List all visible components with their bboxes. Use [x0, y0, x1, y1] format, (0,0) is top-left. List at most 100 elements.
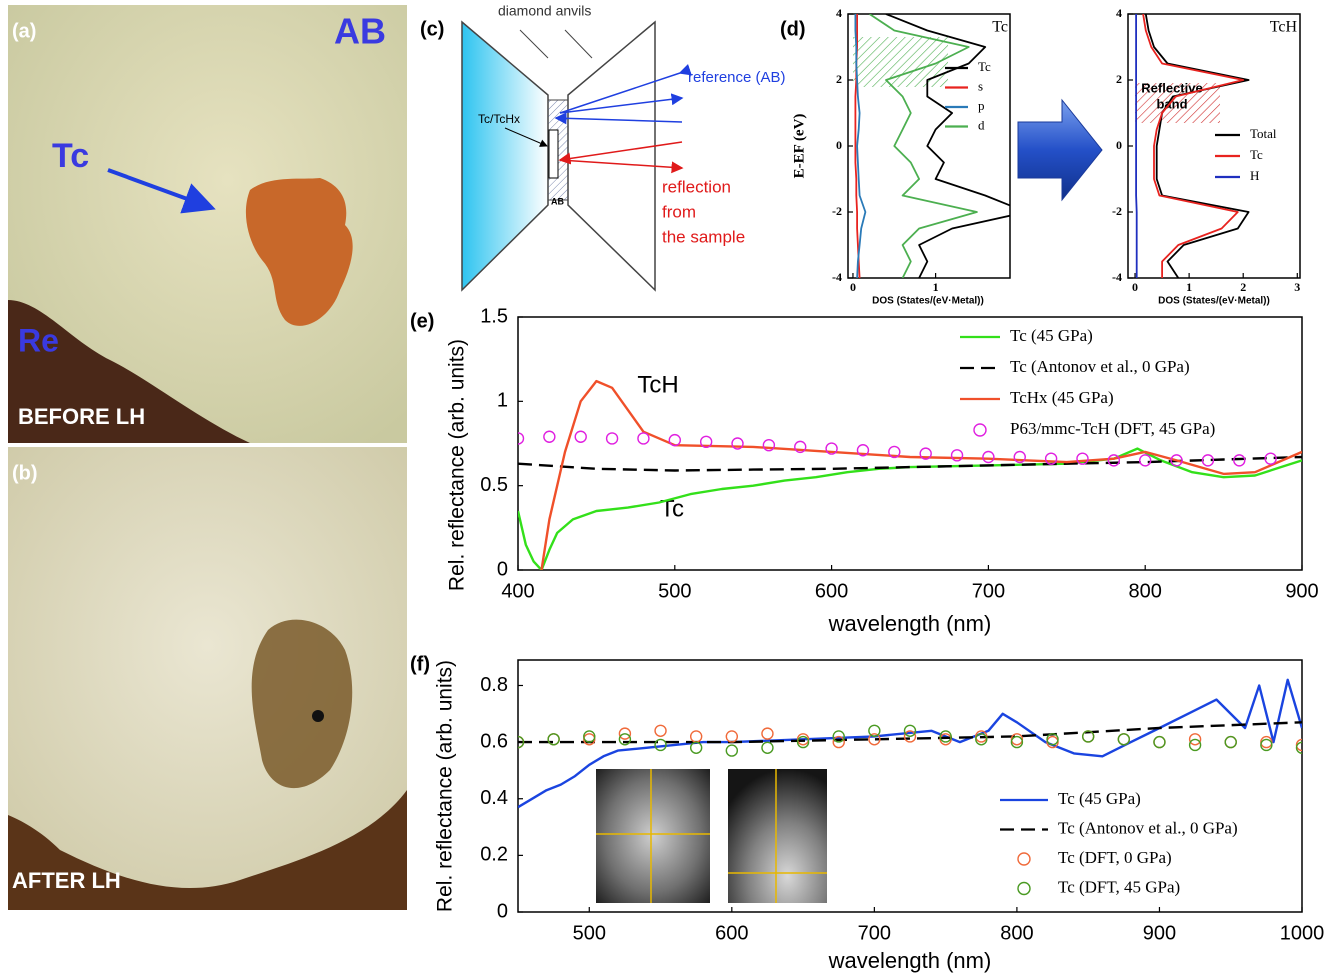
chart-title: Tc — [992, 19, 1008, 36]
figure: (a) AB Tc Re BEFORE LH (b) AFTER LH (c) … — [0, 0, 1340, 977]
x-tick-label: 600 — [715, 922, 748, 944]
series-line — [518, 449, 1302, 570]
y-axis-label: Rel. reflectance (arb. units) — [446, 339, 469, 591]
panel-label: (c) — [420, 18, 444, 40]
y-axis-label: Rel. reflectance (arb. units) — [434, 660, 457, 912]
legend-label: Total — [1250, 126, 1277, 141]
hatched-band — [853, 37, 948, 87]
data-point — [726, 731, 737, 742]
y-tick-label: 0.8 — [480, 674, 508, 696]
legend-label: Tc — [978, 59, 991, 74]
caption: BEFORE LH — [18, 404, 145, 429]
data-point — [1108, 455, 1119, 466]
data-point — [1118, 734, 1129, 745]
x-tick-label: 500 — [573, 922, 606, 944]
data-point — [638, 433, 649, 444]
x-axis-label: DOS (States/(eV·Metal)) — [872, 296, 984, 307]
data-point — [869, 725, 880, 736]
x-tick-label: 900 — [1143, 922, 1176, 944]
y-tick-label: -4 — [1112, 270, 1122, 284]
diagram-c: (c) diamond anvils reference (AB) Tc/TcH… — [420, 3, 786, 290]
data-point — [548, 734, 559, 745]
panel-label: (d) — [780, 18, 806, 40]
label-tc: Tc — [52, 137, 89, 175]
legend-label: Tc (Antonov et al., 0 GPa) — [1058, 818, 1238, 837]
reflection-label: the sample — [662, 227, 745, 246]
plot-area — [1136, 14, 1249, 278]
data-point — [726, 745, 737, 756]
annotation: Reflective — [1141, 80, 1202, 95]
data-point — [1225, 737, 1236, 748]
data-point — [607, 433, 618, 444]
y-tick-label: 1.5 — [480, 305, 508, 327]
y-tick-label: 0.6 — [480, 730, 508, 752]
anvils-label: diamond anvils — [498, 3, 591, 19]
series-line — [1143, 14, 1243, 278]
chart: 0123-4-2024DOS (States/(eV·Metal))TcHRef… — [1112, 6, 1300, 307]
data-point — [575, 431, 586, 442]
x-tick-label: 700 — [858, 922, 891, 944]
y-tick-label: 1 — [497, 390, 508, 412]
y-tick-label: 0.2 — [480, 844, 508, 866]
series-line — [1136, 14, 1137, 278]
y-tick-label: -2 — [1112, 204, 1122, 218]
legend-marker — [1018, 883, 1030, 895]
legend-label: Tc (Antonov et al., 0 GPa) — [1010, 357, 1190, 376]
data-point — [1140, 455, 1151, 466]
reference-label: reference (AB) — [688, 69, 786, 86]
legend-label: H — [1250, 168, 1259, 183]
annotation: TcH — [637, 371, 678, 398]
big-arrow — [1018, 100, 1102, 200]
reflection-label: from — [662, 202, 696, 221]
y-tick-label: 2 — [836, 72, 842, 86]
legend-marker — [974, 424, 986, 436]
data-point — [584, 731, 595, 742]
data-point — [983, 451, 994, 462]
y-tick-label: 0 — [1116, 138, 1122, 152]
x-axis-label: DOS (States/(eV·Metal)) — [1158, 296, 1270, 307]
reflection-label: reflection — [662, 177, 731, 196]
photo-b: (b) AFTER LH — [8, 447, 407, 910]
legend-label: Tc (DFT, 0 GPa) — [1058, 848, 1172, 867]
data-point — [1261, 739, 1272, 750]
gasket-label: AB — [551, 196, 564, 206]
x-tick-label: 400 — [501, 580, 534, 602]
legend-label: TcHx (45 GPa) — [1010, 388, 1114, 407]
x-tick-label: 800 — [1000, 922, 1033, 944]
x-axis-label: wavelength (nm) — [828, 948, 992, 973]
data-point — [1154, 737, 1165, 748]
data-point — [1011, 737, 1022, 748]
y-tick-label: 4 — [1116, 6, 1122, 20]
legend-label: P63/mmc-TcH (DFT, 45 GPa) — [1010, 419, 1215, 438]
plot-area — [513, 381, 1303, 570]
sample-label: Tc/TcHx — [478, 112, 520, 126]
x-tick-label: 3 — [1294, 280, 1300, 294]
photo-a: (a) AB Tc Re BEFORE LH — [8, 5, 407, 443]
data-point — [976, 734, 987, 745]
data-point — [544, 431, 555, 442]
legend-label: Tc (DFT, 45 GPa) — [1058, 877, 1180, 896]
panel-label: (a) — [12, 20, 36, 42]
y-tick-label: 0.5 — [480, 474, 508, 496]
x-tick-label: 500 — [658, 580, 691, 602]
legend-label: Tc (45 GPa) — [1010, 326, 1093, 345]
series-line — [542, 381, 1303, 570]
legend-label: d — [978, 117, 985, 132]
legend-marker — [1018, 853, 1030, 865]
y-tick-label: 0 — [836, 138, 842, 152]
x-tick-label: 2 — [1240, 280, 1246, 294]
y-tick-label: 4 — [836, 6, 842, 20]
legend-label: Tc (45 GPa) — [1058, 789, 1141, 808]
inset-images — [596, 769, 827, 903]
x-tick-label: 900 — [1285, 580, 1318, 602]
x-tick-label: 700 — [972, 580, 1005, 602]
y-tick-label: 0.4 — [480, 787, 508, 809]
x-tick-label: 1000 — [1280, 922, 1325, 944]
data-point — [762, 742, 773, 753]
x-tick-label: 600 — [815, 580, 848, 602]
panel-label: (f) — [410, 653, 430, 675]
legend-label: p — [978, 98, 985, 113]
y-tick-label: -2 — [832, 204, 842, 218]
